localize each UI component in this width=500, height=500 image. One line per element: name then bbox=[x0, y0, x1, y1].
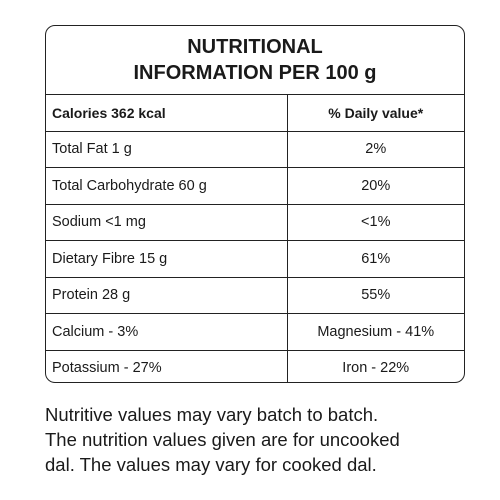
table-header-row: Calories 362 kcal % Daily value* bbox=[46, 94, 464, 131]
mineral-left: Potassium - 27% bbox=[46, 349, 288, 382]
mineral-right: Magnesium - 41% bbox=[287, 313, 464, 350]
nutrient-value: <1% bbox=[287, 203, 464, 241]
nutrient-name: Protein 28 g bbox=[46, 276, 288, 314]
table-row: Protein 28 g 55% bbox=[46, 276, 464, 314]
nutrition-panel: NUTRITIONAL INFORMATION PER 100 g Calori… bbox=[45, 25, 465, 383]
nutrient-value: 2% bbox=[287, 130, 464, 168]
nutrient-value: 20% bbox=[287, 167, 464, 204]
nutrient-name: Total Fat 1 g bbox=[46, 130, 288, 168]
title-line-1: NUTRITIONAL bbox=[187, 36, 323, 58]
table-row: Dietary Fibre 15 g 61% bbox=[46, 240, 464, 277]
footnote: Nutritive values may vary batch to batch… bbox=[45, 402, 495, 477]
mineral-left: Calcium - 3% bbox=[46, 313, 288, 350]
nutrient-name: Sodium <1 mg bbox=[46, 203, 288, 241]
nutrient-value: 55% bbox=[287, 276, 464, 314]
title-line-2: INFORMATION PER 100 g bbox=[133, 62, 377, 84]
table-row: Sodium <1 mg <1% bbox=[46, 203, 464, 241]
table-row: Total Carbohydrate 60 g 20% bbox=[46, 167, 464, 204]
table-row: Potassium - 27% Iron - 22% bbox=[46, 349, 464, 382]
header-daily-value: % Daily value* bbox=[287, 94, 464, 131]
footnote-line-3: dal. The values may vary for cooked dal. bbox=[45, 454, 377, 475]
table-row: Total Fat 1 g 2% bbox=[46, 130, 464, 168]
nutrition-table: Calories 362 kcal % Daily value* Total F… bbox=[46, 94, 464, 382]
nutrient-name: Dietary Fibre 15 g bbox=[46, 240, 288, 277]
nutrient-name: Total Carbohydrate 60 g bbox=[46, 167, 288, 204]
footnote-line-2: The nutrition values given are for uncoo… bbox=[45, 429, 400, 450]
header-calories: Calories 362 kcal bbox=[46, 94, 288, 131]
panel-title: NUTRITIONAL INFORMATION PER 100 g bbox=[46, 26, 464, 94]
table-row: Calcium - 3% Magnesium - 41% bbox=[46, 313, 464, 350]
mineral-right: Iron - 22% bbox=[287, 349, 464, 382]
nutrient-value: 61% bbox=[287, 240, 464, 277]
footnote-line-1: Nutritive values may vary batch to batch… bbox=[45, 404, 379, 425]
